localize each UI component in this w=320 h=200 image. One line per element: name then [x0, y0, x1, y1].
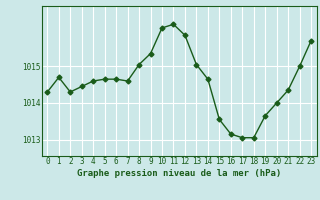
- X-axis label: Graphe pression niveau de la mer (hPa): Graphe pression niveau de la mer (hPa): [77, 169, 281, 178]
